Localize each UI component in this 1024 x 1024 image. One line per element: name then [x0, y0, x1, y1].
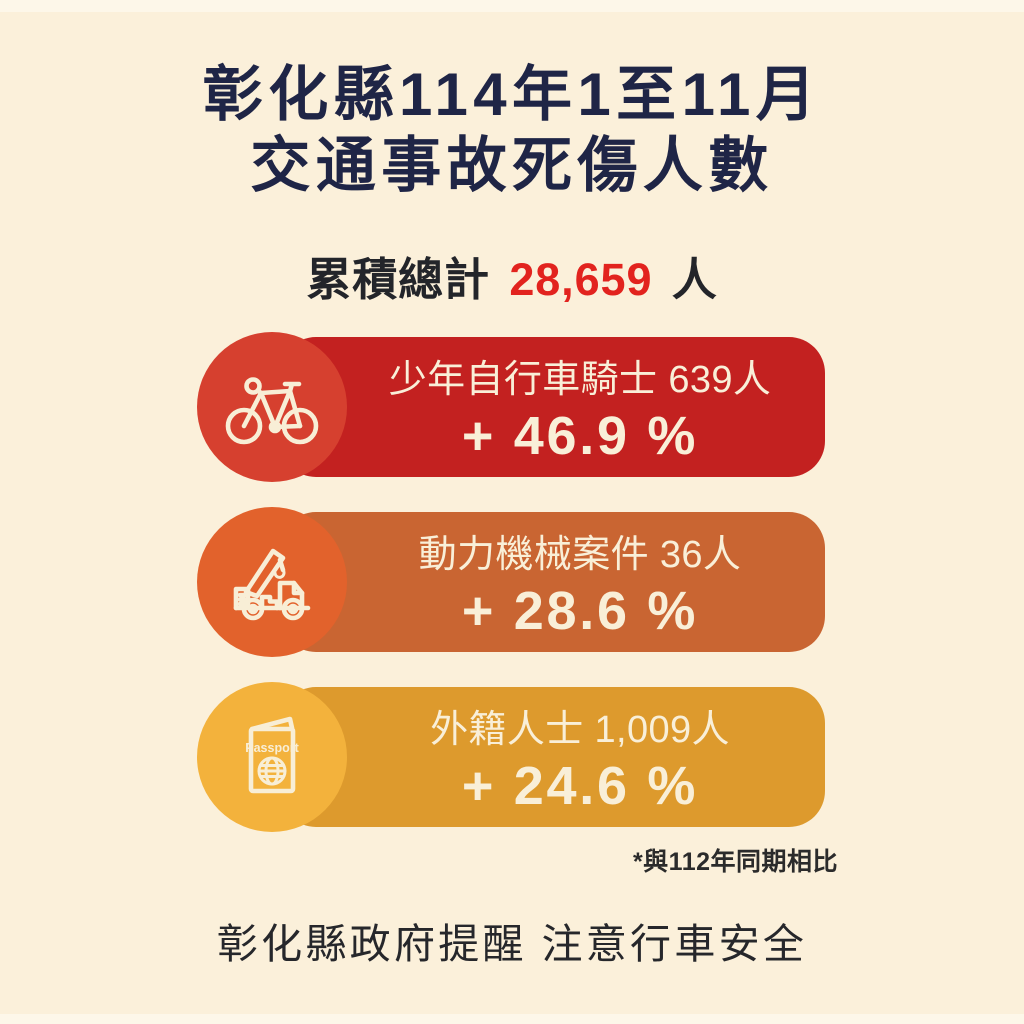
total-count: 28,659: [509, 254, 653, 305]
page-title-line1: 彰化縣114年1至11月: [202, 61, 822, 128]
passport-cover-label: Passport: [245, 741, 299, 755]
stat-label: 外籍人士 1,009人: [430, 708, 730, 751]
passport-icon: Passport: [245, 716, 300, 794]
stat-row-bicycle: 少年自行車騎士 639人 + 46.9 %: [0, 332, 1024, 482]
bicycle-icon-circle: [197, 332, 347, 482]
comparison-footnote: *與112年同期相比: [632, 848, 838, 876]
total-summary: 累積總計 28,659 人: [0, 243, 1024, 308]
crane-truck-icon-circle: [197, 507, 347, 657]
passport-icon-circle: Passport: [197, 682, 347, 832]
total-summary-prefix: 累積總計: [306, 254, 490, 305]
stat-row-foreigners: Passport 外籍人士 1,009人 + 24.6 %: [0, 682, 1024, 832]
stat-pill-machinery: [280, 512, 825, 652]
top-edge-strip: [0, 0, 1024, 12]
stat-text-foreigners: 外籍人士 1,009人 + 24.6 %: [335, 687, 825, 827]
stat-percent: + 24.6 %: [461, 755, 699, 816]
bicycle-icon: [225, 377, 319, 445]
stat-row-machinery: 動力機械案件 36人 + 28.6 %: [0, 507, 1024, 657]
page-title-line2: 交通事故死傷人數: [250, 131, 774, 199]
stat-text-machinery: 動力機械案件 36人 + 28.6 %: [335, 512, 825, 652]
stat-percent: + 46.9 %: [461, 405, 699, 466]
page-title: 彰化縣114年1至11月 交通事故死傷人數: [0, 60, 1024, 202]
stat-label: 少年自行車騎士 639人: [388, 358, 772, 401]
stat-percent: + 28.6 %: [461, 580, 699, 641]
stat-pill-bicycle: [280, 337, 825, 477]
total-summary-suffix: 人: [671, 254, 718, 305]
stat-pill-foreigners: [280, 687, 825, 827]
bottom-edge-strip: [0, 1014, 1024, 1024]
crane-truck-icon: [233, 548, 311, 621]
footer-reminder: 彰化縣政府提醒 注意行車安全: [216, 921, 808, 967]
stat-text-bicycle: 少年自行車騎士 639人 + 46.9 %: [335, 337, 825, 477]
stat-label: 動力機械案件 36人: [418, 533, 742, 576]
